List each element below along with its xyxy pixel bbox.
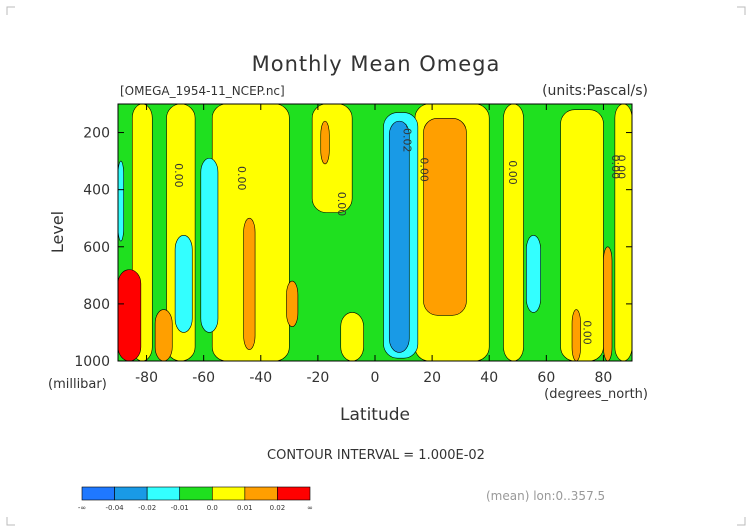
colorbar-swatch-2 — [146, 486, 181, 501]
colorbar-swatch-6 — [277, 486, 311, 501]
region-yellow-6 — [503, 103, 524, 362]
contour-label-5: 0.00 — [506, 160, 519, 185]
x-axis-units: (degrees_north) — [544, 387, 648, 402]
y-tick-label-3: 800 — [83, 297, 110, 313]
y-tick-label-1: 400 — [83, 183, 110, 199]
region-orange-5 — [571, 309, 581, 362]
region-cyan-1 — [174, 235, 193, 333]
colorbar-label-7: ∞ — [307, 504, 313, 512]
colorbar-swatch-0 — [81, 486, 115, 501]
region-red-0 — [117, 269, 142, 362]
x-axis-title: Latitude — [340, 405, 410, 425]
footer-text: (mean) lon:0..357.5 — [486, 489, 605, 503]
colorbar-swatch-5 — [244, 486, 278, 501]
contour-interval-text: CONTOUR INTERVAL = 1.000E-02 — [267, 448, 485, 463]
contour-label-4: 0.00 — [418, 157, 431, 182]
file-label: [OMEGA_1954-11_NCEP.nc] — [120, 84, 285, 98]
region-orange-6 — [603, 246, 613, 362]
contour-label-8: 0.00 — [580, 320, 593, 345]
x-tick-label-6: 40 — [480, 370, 498, 386]
colorbar-label-0: -∞ — [78, 504, 86, 512]
contour-label-0: 0.00 — [172, 163, 185, 188]
colorbar-label-2: -0.02 — [138, 504, 156, 512]
contour-label-2: 0.00 — [335, 192, 348, 217]
region-yellow-4 — [340, 312, 364, 362]
contour-label-1: 0.00 — [235, 166, 248, 191]
chart-title: Monthly Mean Omega — [252, 52, 501, 76]
region-blue-0 — [388, 120, 410, 353]
region-cyan-0 — [200, 157, 219, 333]
x-tick-label-3: -20 — [306, 370, 329, 386]
x-tick-label-0: -80 — [135, 370, 158, 386]
region-cyan-4 — [526, 235, 541, 313]
colorbar-swatch-1 — [114, 486, 148, 501]
y-tick-label-0: 200 — [83, 126, 110, 142]
contour-label-3: -0.02 — [401, 124, 414, 152]
region-orange-0 — [423, 117, 467, 316]
x-tick-label-2: -40 — [249, 370, 272, 386]
colorbar-swatch-4 — [211, 486, 246, 501]
contour-labels: 0.00 0.000.00-0.020.00 0.00 0.000.000.00 — [172, 124, 628, 345]
y-tick-label-2: 600 — [83, 240, 110, 256]
region-orange-3 — [154, 309, 173, 362]
region-orange-4 — [320, 120, 330, 165]
region-orange-2 — [286, 280, 299, 328]
colorbar-label-3: -0.01 — [171, 504, 189, 512]
y-tick-label-4: 1000 — [74, 354, 110, 370]
x-tick-label-7: 60 — [537, 370, 555, 386]
x-tick-label-5: 20 — [423, 370, 441, 386]
y-axis-title: Level — [48, 211, 67, 253]
corner-marks — [6, 6, 746, 526]
colorbar-label-5: 0.01 — [237, 504, 253, 512]
colorbar-label-4: 0.0 — [207, 504, 218, 512]
colorbar: -∞ -0.04 -0.02 -0.01 0.0 0.01 0.02 ∞ — [78, 486, 313, 512]
contour-label-7: 0.00 — [615, 155, 628, 180]
x-tick-label-4: 0 — [371, 370, 380, 386]
colorbar-label-6: 0.02 — [270, 504, 286, 512]
axes: -80 -60 -40 -20 0 20 40 60 80 200 400 600 800 1000 — [74, 104, 632, 386]
colorbar-swatch-3 — [179, 486, 213, 501]
region-yellow-8 — [614, 103, 633, 362]
contour-label-6: 0.00 — [609, 155, 622, 180]
x-tick-label-8: 80 — [595, 370, 613, 386]
region-cyan-2 — [117, 160, 125, 242]
x-tick-label-1: -60 — [192, 370, 215, 386]
colorbar-label-1: -0.04 — [106, 504, 125, 512]
region-orange-1 — [243, 217, 256, 350]
y-axis-units: (millibar) — [48, 377, 107, 392]
plot-area — [117, 103, 633, 362]
units-label: (units:Pascal/s) — [542, 83, 648, 99]
